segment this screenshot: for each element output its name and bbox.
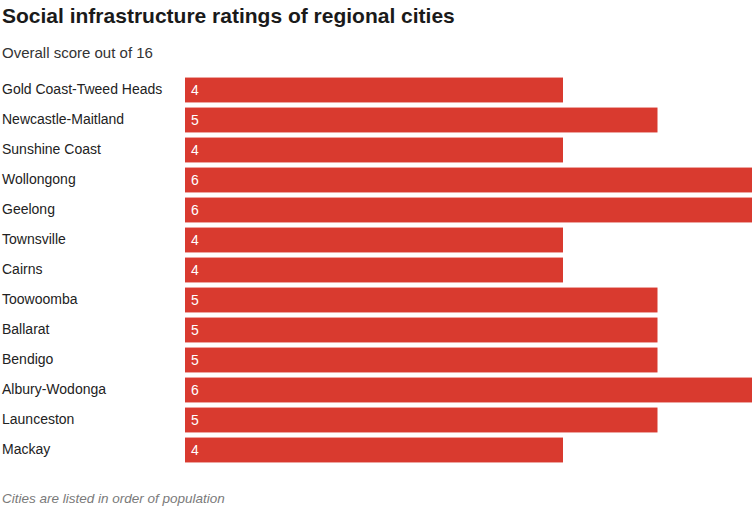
category-label: Newcastle-Maitland [2,111,124,127]
category-label: Sunshine Coast [2,141,101,157]
data-label: 6 [191,172,199,188]
bar [185,348,658,373]
category-tick: Townsville [2,231,66,247]
subtitle: Overall score out of 16 [2,44,153,61]
data-label: 5 [191,352,199,368]
chart: Social infrastructure ratings of regiona… [0,0,754,514]
data-label: 4 [191,82,199,98]
data-label: 4 [191,262,199,278]
category-tick: Cairns [2,261,42,277]
bar [185,408,658,433]
category-label: Albury-Wodonga [2,381,106,397]
category-axis: Gold Coast-Tweed Heads Newcastle-Maitland… [2,81,162,457]
category-tick: Sunshine Coast [2,141,101,157]
category-tick: Gold Coast-Tweed Heads [2,81,162,97]
bar [185,288,658,313]
category-label: Bendigo [2,351,54,367]
bar [185,228,563,253]
bar [185,138,563,163]
category-tick: Geelong [2,201,55,217]
bar [185,108,658,133]
bar [185,168,752,193]
category-label: Ballarat [2,321,50,337]
data-label: 5 [191,112,199,128]
category-tick: Toowoomba [2,291,78,307]
data-label: 5 [191,412,199,428]
bar [185,198,752,223]
category-label: Gold Coast-Tweed Heads [2,81,162,97]
data-label: 5 [191,292,199,308]
data-label: 6 [191,382,199,398]
bar [185,258,563,283]
category-tick: Newcastle-Maitland [2,111,124,127]
category-tick: Mackay [2,441,50,457]
category-tick: Bendigo [2,351,54,367]
category-label: Wollongong [2,171,76,187]
bar [185,78,563,103]
bar [185,438,563,463]
bar [185,378,752,403]
data-label: 6 [191,202,199,218]
category-tick: Launceston [2,411,74,427]
category-label: Townsville [2,231,66,247]
title: Social infrastructure ratings of regiona… [2,4,455,27]
category-label: Toowoomba [2,291,78,307]
caption: Cities are listed in order of population [2,491,225,506]
category-label: Geelong [2,201,55,217]
bar [185,318,658,343]
category-tick: Ballarat [2,321,50,337]
data-label: 5 [191,322,199,338]
category-tick: Albury-Wodonga [2,381,106,397]
bars [185,78,752,463]
category-label: Launceston [2,411,74,427]
data-label: 4 [191,442,199,458]
category-tick: Wollongong [2,171,76,187]
category-label: Cairns [2,261,42,277]
data-labels: 4 5 4 6 6 4 4 5 5 5 6 5 4 [191,82,199,458]
category-label: Mackay [2,441,50,457]
data-label: 4 [191,232,199,248]
data-label: 4 [191,142,199,158]
